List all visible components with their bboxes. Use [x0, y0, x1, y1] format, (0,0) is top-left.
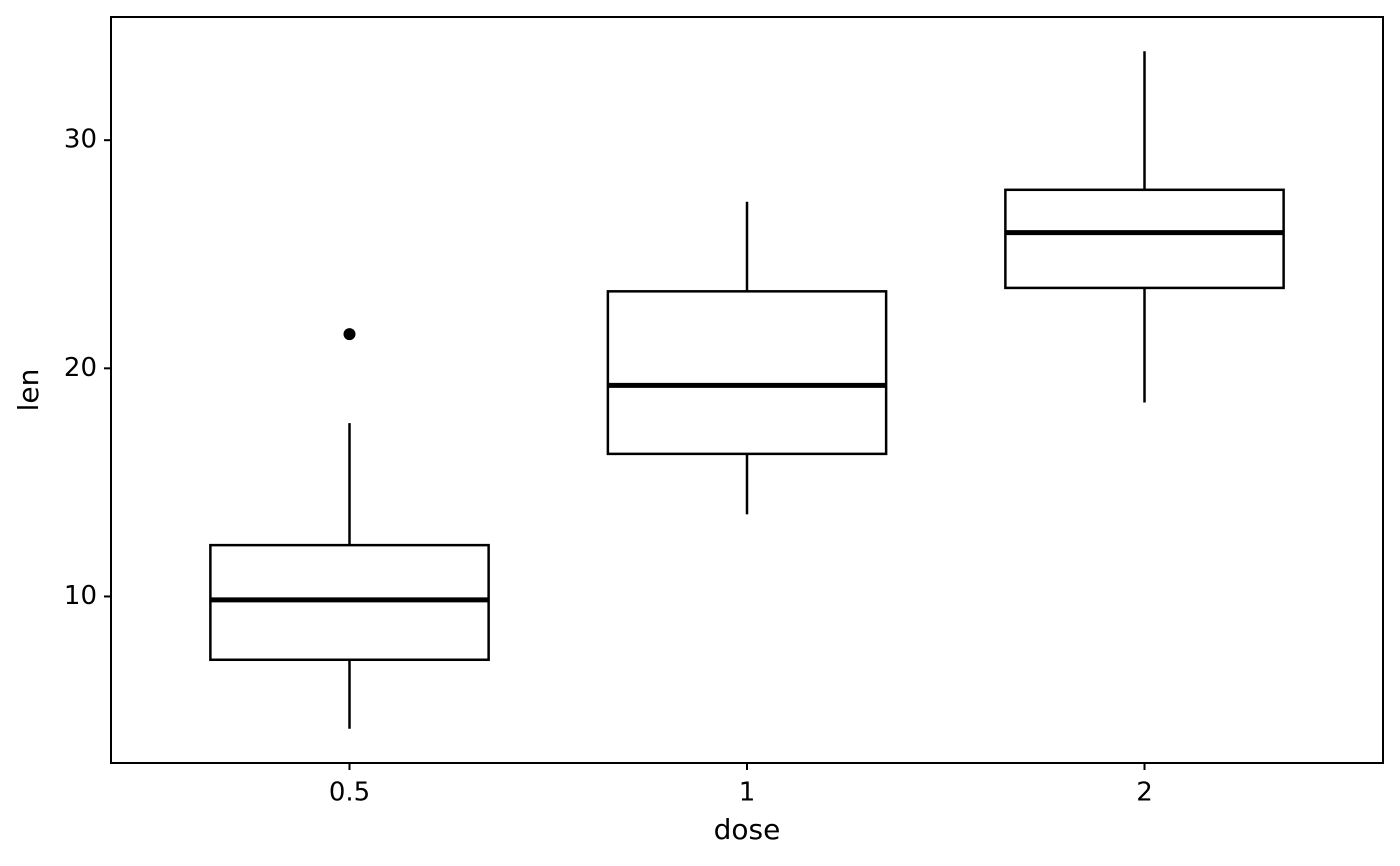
x-tick-label: 2 [1136, 778, 1153, 808]
y-tick-label: 20 [64, 353, 97, 383]
outlier [343, 328, 356, 341]
y-tick-label: 30 [64, 125, 97, 155]
y-tick-label: 10 [64, 581, 97, 611]
x-tick-label: 0.5 [329, 778, 370, 808]
x-tick-label: 1 [739, 778, 756, 808]
x-axis-title: dose [714, 813, 781, 846]
box [606, 290, 888, 456]
y-axis-title: len [12, 369, 45, 412]
box [209, 543, 490, 662]
box [1004, 188, 1285, 290]
